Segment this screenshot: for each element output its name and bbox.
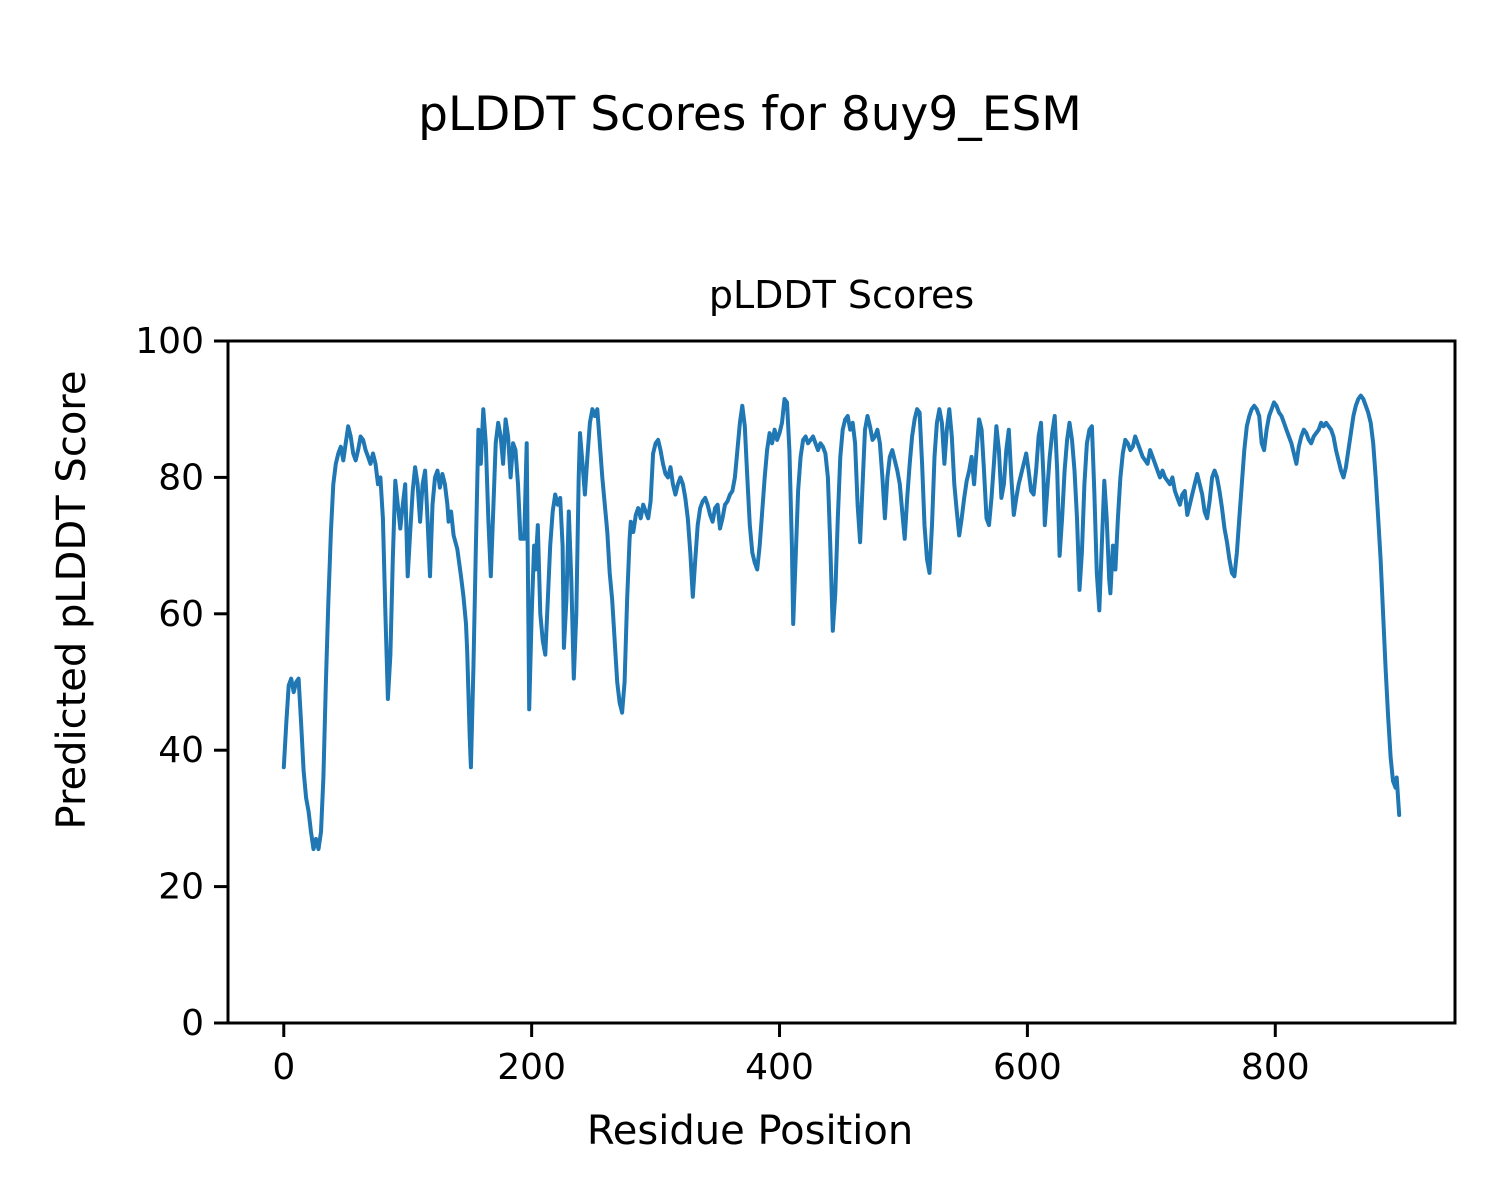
y-tick-label: 60	[158, 594, 204, 635]
y-tick-label: 40	[158, 730, 204, 771]
y-tick-label: 100	[135, 321, 204, 362]
plot-title: pLDDT Scores	[708, 273, 975, 317]
x-tick-label: 0	[272, 1047, 295, 1088]
x-tick-label: 800	[1241, 1047, 1310, 1088]
x-tick-label: 600	[993, 1047, 1062, 1088]
x-axis-label: Residue Position	[586, 1108, 914, 1154]
plddt-line	[281, 393, 1402, 852]
axes-frame	[226, 339, 1457, 1025]
x-tick-label: 200	[497, 1047, 566, 1088]
figure-suptitle: pLDDT Scores for 8uy9_ESM	[418, 87, 1082, 142]
y-tick-label: 80	[158, 457, 204, 498]
y-tick-label: 0	[181, 1003, 204, 1044]
x-tick-label: 400	[745, 1047, 814, 1088]
y-tick-label: 20	[158, 867, 204, 908]
